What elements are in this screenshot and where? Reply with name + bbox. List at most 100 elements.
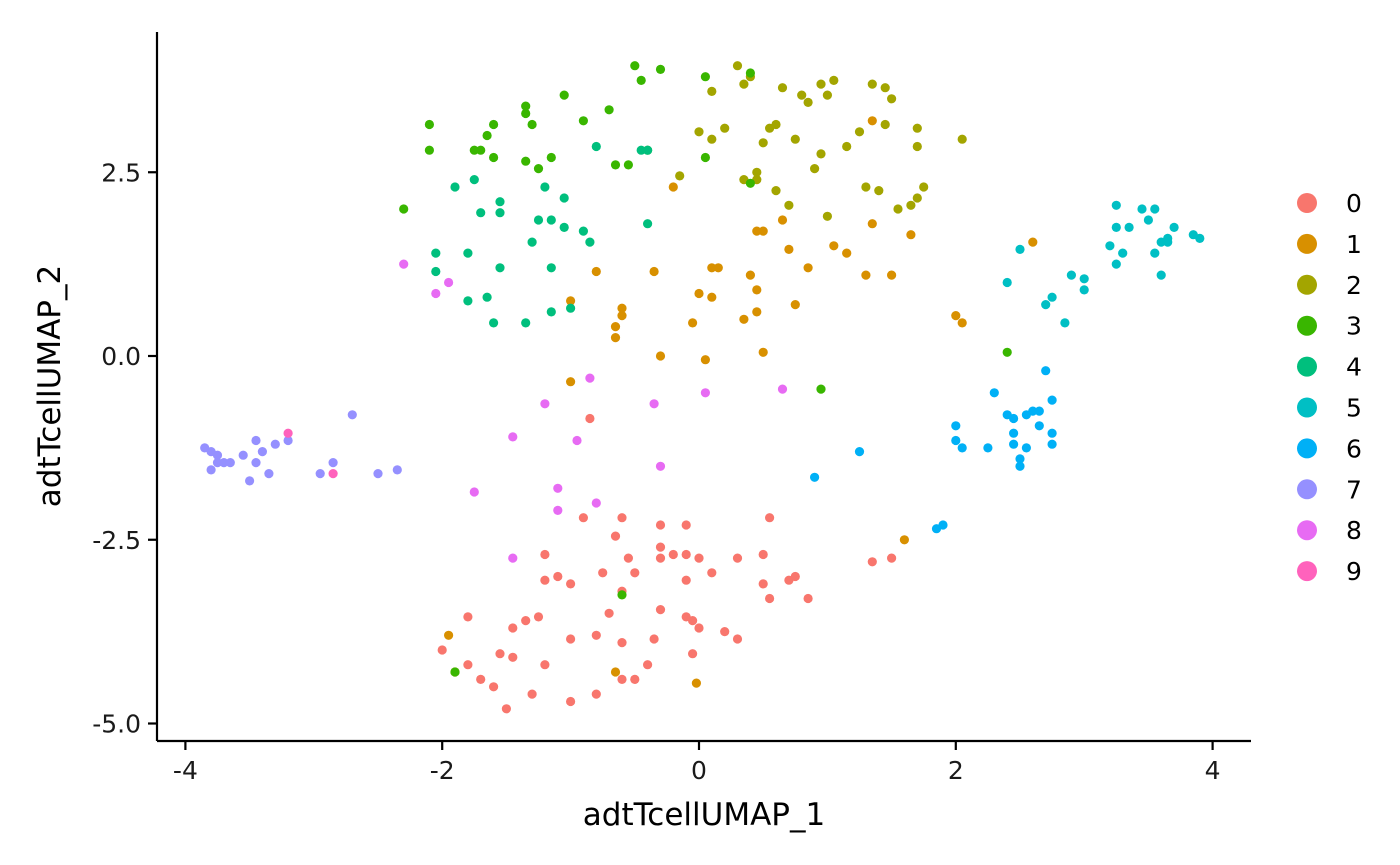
y-tick-label: 2.5: [101, 158, 141, 187]
data-point-cluster-5: [1111, 200, 1121, 210]
data-point-cluster-2: [880, 119, 890, 130]
data-point-cluster-6: [1015, 454, 1025, 464]
data-point-cluster-2: [803, 97, 813, 107]
data-point-cluster-2: [707, 134, 717, 144]
data-point-cluster-0: [476, 674, 486, 685]
data-point-cluster-6: [1021, 443, 1031, 453]
data-point-cluster-3: [424, 145, 434, 155]
data-point-cluster-0: [803, 593, 813, 604]
data-point-cluster-2: [810, 164, 820, 174]
data-point-cluster-4: [469, 175, 479, 185]
data-point-cluster-1: [867, 116, 877, 126]
data-point-cluster-1: [777, 215, 788, 225]
data-point-cluster-5: [1150, 204, 1160, 214]
data-point-cluster-2: [694, 127, 704, 137]
x-tick-label: 0: [691, 756, 707, 785]
data-point-cluster-3: [617, 590, 627, 600]
data-point-cluster-5: [1079, 274, 1089, 284]
data-point-cluster-2: [887, 94, 897, 104]
data-point-cluster-5: [1150, 248, 1160, 258]
data-point-cluster-4: [546, 307, 556, 317]
x-axis-title: adtTcellUMAP_1: [583, 797, 825, 833]
data-point-cluster-7: [219, 458, 229, 468]
data-point-cluster-4: [643, 145, 653, 155]
data-point-cluster-0: [527, 689, 537, 699]
legend-label-cluster-1: 1: [1346, 230, 1362, 259]
data-point-cluster-3: [636, 75, 646, 85]
data-point-cluster-9: [328, 469, 338, 479]
data-point-cluster-7: [212, 450, 223, 460]
legend-key-cluster-0: [1297, 193, 1317, 213]
plot-area: [200, 61, 1205, 714]
data-point-cluster-0: [566, 696, 576, 707]
legend-key-cluster-8: [1297, 520, 1317, 541]
data-point-cluster-1: [861, 270, 871, 280]
data-point-cluster-2: [912, 123, 922, 133]
data-point-cluster-0: [655, 520, 666, 530]
data-point-cluster-3: [816, 384, 826, 394]
data-point-cluster-2: [720, 123, 730, 133]
data-point-cluster-5: [1143, 215, 1153, 225]
data-point-cluster-0: [694, 623, 704, 633]
data-point-cluster-0: [508, 652, 518, 662]
data-point-cluster-1: [691, 678, 702, 688]
data-point-cluster-0: [732, 553, 743, 563]
data-point-cluster-3: [476, 145, 486, 155]
data-point-cluster-0: [617, 513, 627, 523]
data-point-cluster-0: [566, 579, 576, 589]
data-point-cluster-1: [444, 630, 454, 640]
data-point-cluster-1: [867, 219, 877, 229]
data-point-cluster-1: [752, 307, 762, 317]
data-point-cluster-5: [1195, 233, 1205, 243]
data-point-cluster-6: [1015, 461, 1025, 471]
data-point-cluster-1: [610, 667, 621, 677]
data-point-cluster-0: [533, 612, 544, 622]
data-point-cluster-6: [1034, 421, 1044, 431]
legend-label-cluster-8: 8: [1346, 516, 1362, 545]
legend-label-cluster-0: 0: [1346, 189, 1362, 218]
data-point-cluster-9: [283, 428, 293, 438]
data-point-cluster-0: [765, 513, 775, 523]
data-point-cluster-8: [553, 505, 563, 515]
data-point-cluster-2: [912, 193, 922, 203]
data-point-cluster-1: [591, 266, 601, 277]
data-point-cluster-6: [1047, 395, 1057, 405]
data-point-cluster-8: [777, 384, 788, 394]
data-point-cluster-1: [758, 226, 768, 236]
data-point-cluster-3: [469, 145, 479, 155]
data-point-cluster-0: [758, 579, 768, 589]
data-point-cluster-6: [1021, 410, 1031, 420]
data-point-cluster-7: [251, 435, 261, 446]
data-point-cluster-0: [867, 557, 877, 567]
legend-key-cluster-1: [1297, 233, 1317, 254]
data-point-cluster-2: [675, 171, 685, 181]
data-point-cluster-2: [957, 134, 967, 144]
data-point-cluster-1: [707, 263, 717, 273]
data-point-cluster-7: [257, 447, 267, 457]
data-point-cluster-0: [790, 571, 800, 582]
data-point-cluster-2: [867, 79, 877, 89]
data-point-cluster-0: [630, 674, 640, 685]
data-point-cluster-6: [1047, 439, 1057, 449]
data-point-cluster-1: [951, 311, 961, 321]
legend-label-cluster-4: 4: [1346, 353, 1362, 382]
data-point-cluster-8: [431, 288, 441, 299]
data-point-cluster-3: [578, 116, 589, 126]
data-point-cluster-1: [739, 314, 749, 324]
data-point-cluster-0: [585, 413, 595, 424]
data-point-cluster-0: [643, 660, 653, 670]
data-point-cluster-1: [566, 377, 576, 387]
data-point-cluster-6: [957, 443, 967, 453]
data-point-cluster-4: [489, 318, 499, 328]
data-point-cluster-1: [887, 270, 897, 280]
data-point-cluster-0: [540, 575, 550, 585]
data-point-cluster-0: [655, 553, 666, 563]
data-point-cluster-0: [681, 520, 691, 530]
data-point-cluster-5: [1163, 237, 1173, 247]
legend-label-cluster-9: 9: [1346, 557, 1362, 586]
data-point-cluster-0: [668, 549, 678, 560]
data-point-cluster-1: [713, 263, 723, 273]
data-point-cluster-4: [643, 219, 653, 229]
data-point-cluster-3: [521, 101, 531, 111]
data-point-cluster-7: [270, 439, 280, 449]
